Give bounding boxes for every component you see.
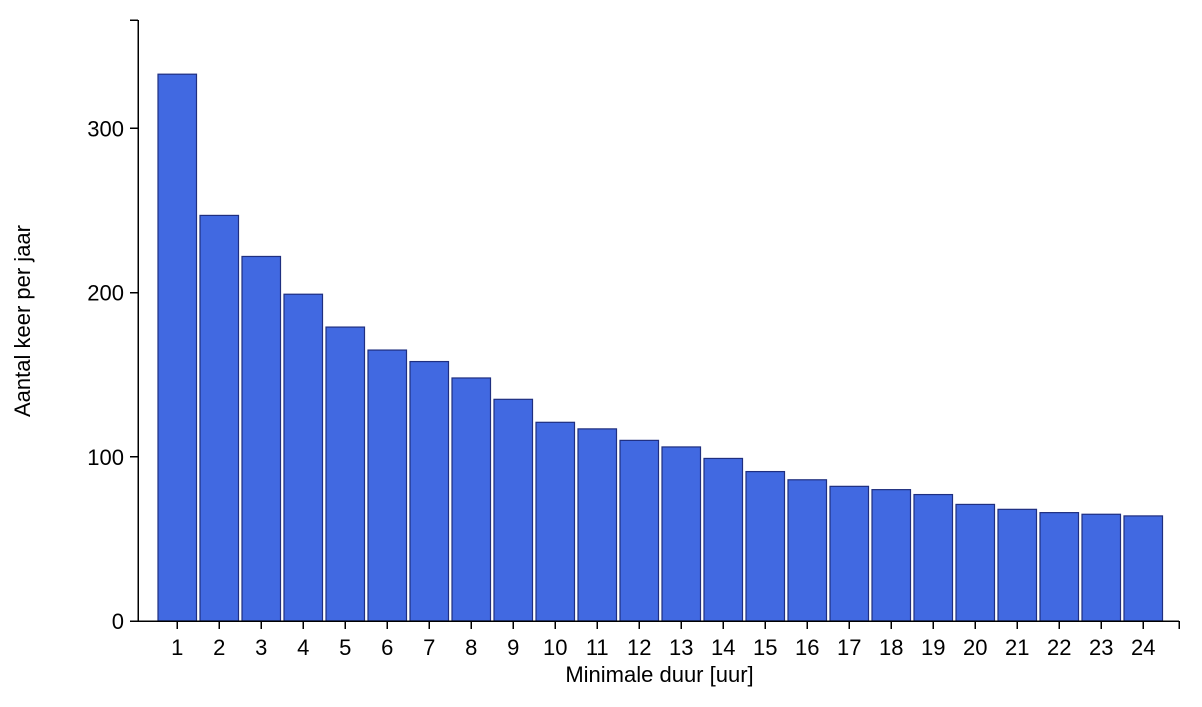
bar — [997, 508, 1038, 622]
x-tick-label: 22 — [1047, 635, 1071, 660]
bar — [745, 470, 786, 622]
bar — [241, 255, 282, 622]
x-tick-label: 7 — [423, 635, 435, 660]
bar — [955, 503, 996, 622]
bar — [703, 457, 744, 622]
bar — [577, 428, 618, 622]
y-axis-title: Aantal keer per jaar — [10, 225, 35, 417]
x-tick-label: 4 — [297, 635, 309, 660]
x-axis: 1 2 3 4 5 6 7 8 9 10 11 12 13 14 15 16 17 18 19 20 21 22 23 24 — [138, 620, 1180, 660]
x-tick-label: 18 — [879, 635, 903, 660]
x-tick-label: 14 — [711, 635, 735, 660]
bar — [829, 485, 870, 622]
y-tick-label: 300 — [87, 116, 124, 141]
bar — [409, 360, 450, 622]
y-axis: 0 100 200 300 — [87, 19, 139, 634]
bar — [787, 479, 828, 622]
x-tick-label: 15 — [753, 635, 777, 660]
bar — [199, 214, 240, 622]
bar — [1081, 513, 1122, 622]
bar — [367, 349, 408, 622]
bar — [1123, 515, 1164, 622]
bar — [535, 421, 576, 622]
x-tick-label: 19 — [921, 635, 945, 660]
x-tick-label: 16 — [795, 635, 819, 660]
y-tick-label: 200 — [87, 281, 124, 306]
bar — [493, 398, 534, 622]
x-tick-label: 11 — [586, 635, 609, 660]
y-tick-label: 100 — [87, 445, 124, 470]
bar — [157, 73, 198, 622]
bar — [661, 446, 702, 622]
bar — [871, 489, 912, 622]
x-tick-label: 24 — [1131, 635, 1155, 660]
x-tick-label: 1 — [171, 635, 183, 660]
x-tick-label: 10 — [543, 635, 567, 660]
bar — [283, 293, 324, 622]
x-tick-label: 8 — [465, 635, 477, 660]
x-tick-label: 9 — [507, 635, 519, 660]
x-tick-label: 13 — [669, 635, 693, 660]
x-tick-label: 23 — [1089, 635, 1113, 660]
bars-layer — [157, 73, 1164, 622]
bar — [619, 439, 660, 622]
x-tick-label: 17 — [837, 635, 861, 660]
y-tick-label: 0 — [112, 609, 124, 634]
bar — [451, 377, 492, 622]
x-tick-label: 5 — [339, 635, 351, 660]
x-tick-label: 6 — [381, 635, 393, 660]
x-tick-label: 3 — [255, 635, 267, 660]
x-axis-title: Minimale duur [uur] — [565, 662, 753, 687]
bar — [1039, 512, 1080, 622]
x-tick-label: 20 — [963, 635, 987, 660]
x-tick-label: 21 — [1005, 635, 1029, 660]
bar — [325, 326, 366, 622]
x-tick-label: 2 — [213, 635, 225, 660]
bar — [913, 493, 954, 622]
x-tick-label: 12 — [627, 635, 651, 660]
